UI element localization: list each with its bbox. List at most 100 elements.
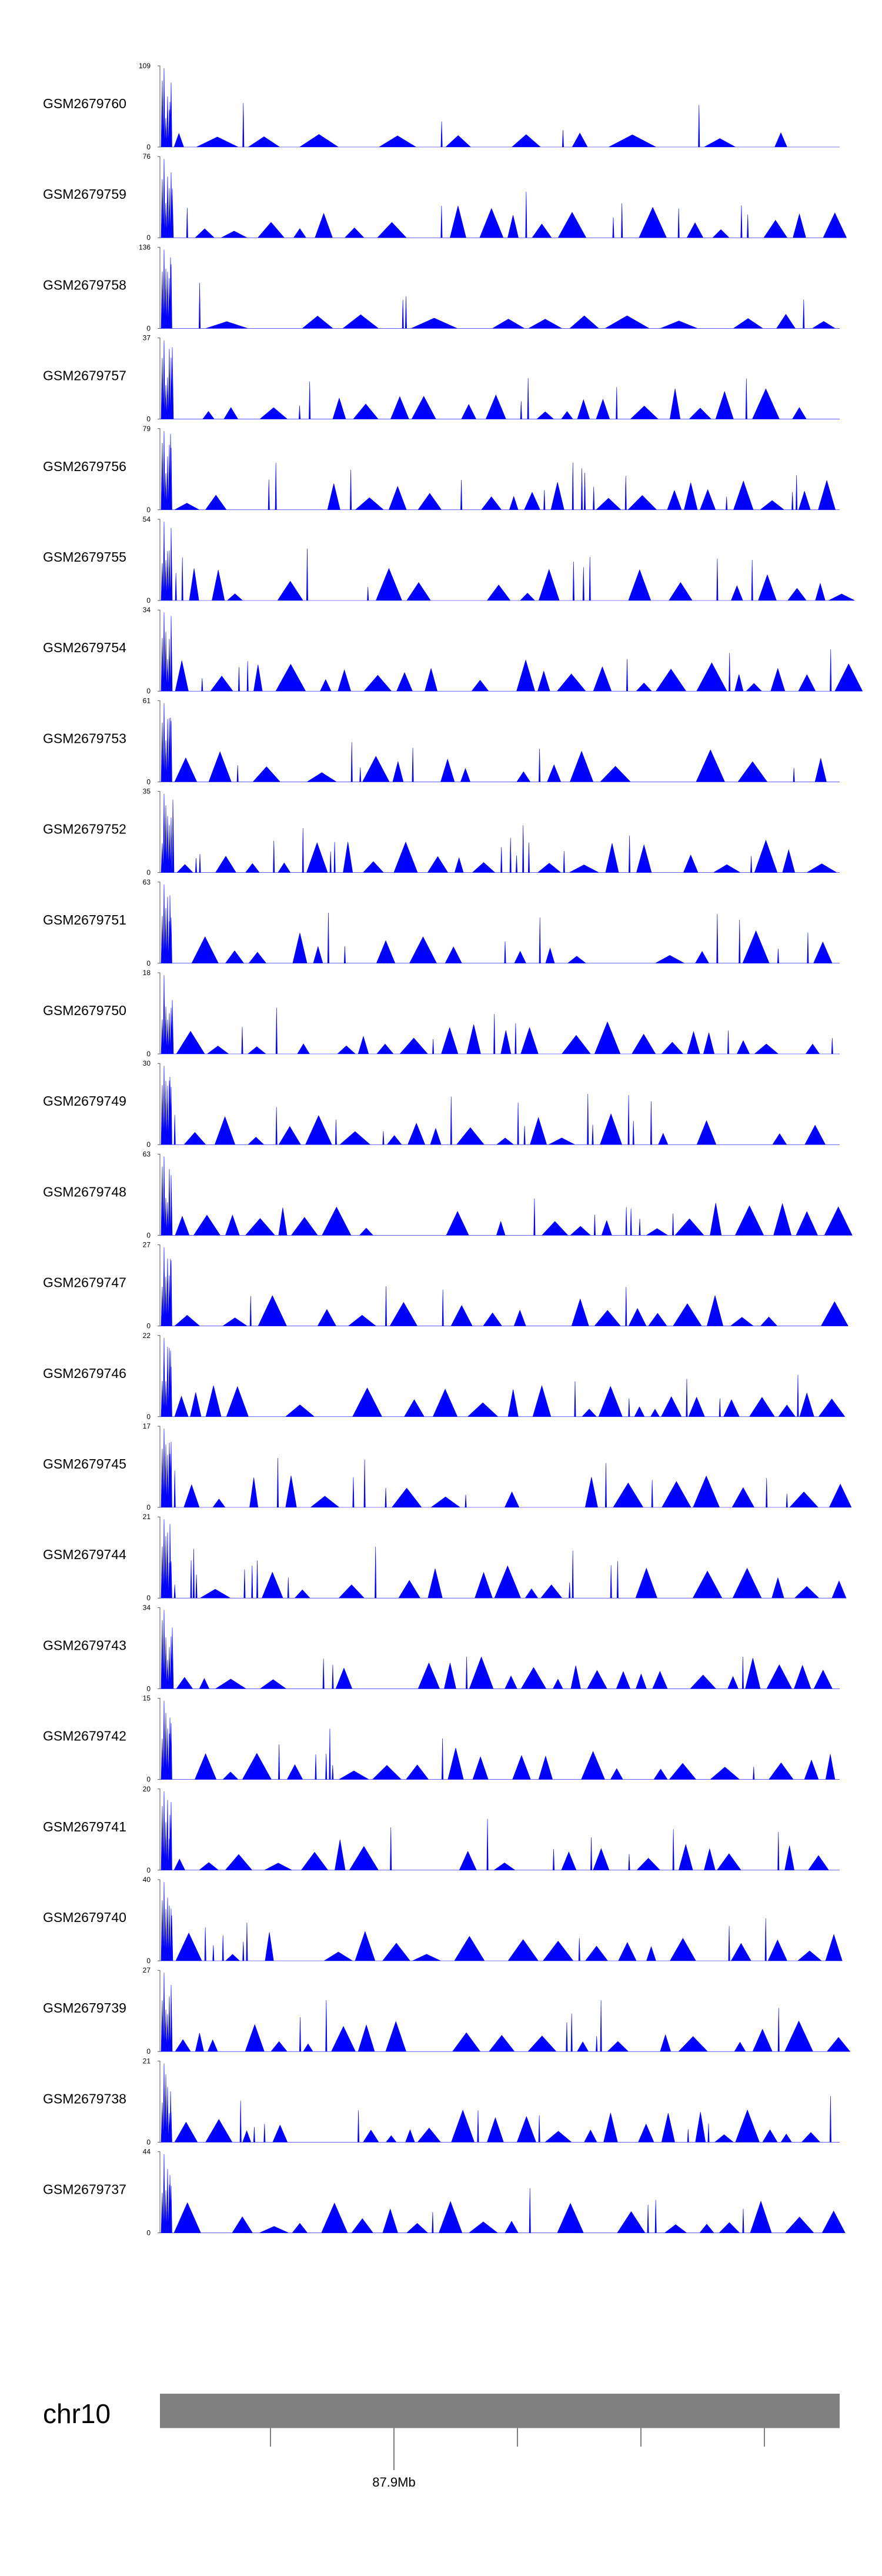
y-min-label: 0 [146, 687, 151, 695]
track-label: GSM2679751 [43, 912, 126, 927]
track: GSM2679738 21 0 [43, 2057, 840, 2146]
track-label: GSM2679739 [43, 2000, 126, 2016]
track-label: GSM2679759 [43, 186, 126, 202]
track-axis [158, 156, 161, 238]
track-axis [158, 1153, 161, 1236]
track: GSM2679758 136 0 [43, 243, 840, 332]
track-axis [158, 2060, 161, 2143]
y-max-label: 54 [143, 515, 151, 523]
y-max-label: 20 [143, 1785, 151, 1793]
y-max-label: 76 [143, 152, 151, 161]
y-max-label: 61 [143, 696, 151, 705]
y-min-label: 0 [146, 1776, 151, 1784]
coverage-area [160, 249, 840, 329]
coverage-area [160, 612, 863, 692]
track-label: GSM2679757 [43, 368, 126, 383]
coverage-area [160, 1337, 846, 1417]
y-min-label: 0 [146, 1231, 151, 1239]
track-axis [158, 972, 161, 1055]
y-max-label: 21 [143, 1513, 151, 1521]
y-min-label: 0 [146, 1503, 151, 1511]
track-label: GSM2679749 [43, 1093, 126, 1109]
track-axis [158, 882, 161, 964]
coverage-area [160, 2063, 840, 2143]
y-min-label: 0 [146, 415, 151, 423]
y-max-label: 18 [143, 969, 151, 977]
coverage-area [160, 521, 855, 601]
coverage-area [160, 703, 840, 782]
y-min-label: 0 [146, 1866, 151, 1874]
track-axis [158, 428, 161, 510]
track: GSM2679753 61 0 [43, 696, 840, 786]
track-label: GSM2679746 [43, 1366, 126, 1381]
track-axis [158, 338, 161, 420]
y-max-label: 63 [143, 878, 151, 886]
track: GSM2679752 35 0 [43, 788, 840, 877]
track: GSM2679759 76 0 [43, 152, 847, 242]
coverage-area [160, 1156, 853, 1236]
track-label: GSM2679745 [43, 1456, 126, 1471]
coverage-area [160, 68, 840, 148]
coverage-area [160, 793, 840, 873]
y-min-label: 0 [146, 596, 151, 605]
track-label: GSM2679758 [43, 277, 126, 292]
coverage-area [160, 1881, 843, 1961]
track: GSM2679757 37 0 [43, 334, 840, 423]
track-axis [158, 1970, 161, 2052]
coverage-area [160, 975, 840, 1055]
coverage-area [160, 1428, 852, 1508]
track-label: GSM2679738 [43, 2091, 126, 2106]
track-axis [158, 1607, 161, 1689]
y-min-label: 0 [146, 143, 151, 151]
y-min-label: 0 [146, 324, 151, 332]
track-axis [158, 1879, 161, 1961]
y-min-label: 0 [146, 1322, 151, 1330]
coverage-area [160, 1519, 847, 1599]
track: GSM2679737 44 0 [43, 2148, 846, 2237]
track-label: GSM2679744 [43, 1547, 126, 1562]
coverage-area [160, 159, 847, 238]
coverage-area [160, 1066, 840, 1145]
track-axis [158, 65, 161, 148]
track: GSM2679755 54 0 [43, 515, 855, 605]
track-axis [158, 1426, 161, 1508]
coverage-area [160, 884, 840, 964]
track-label: GSM2679760 [43, 96, 126, 111]
coverage-area [160, 1247, 848, 1326]
coverage-tracks: GSM26797601090GSM2679759760GSM2679758136… [43, 62, 863, 2237]
y-max-label: 35 [143, 788, 151, 796]
track-label: GSM2679740 [43, 1910, 126, 1925]
y-min-label: 0 [146, 506, 151, 514]
track-axis [158, 609, 161, 692]
chromosome-bar [160, 2394, 840, 2428]
track-axis [158, 1244, 161, 1327]
track-label: GSM2679756 [43, 459, 126, 474]
track-axis [158, 2151, 161, 2234]
y-min-label: 0 [146, 1957, 151, 1965]
y-max-label: 27 [143, 1966, 151, 1974]
y-max-label: 40 [143, 1876, 151, 1884]
track-label: GSM2679742 [43, 1729, 126, 1744]
chromosome-label: chr10 [43, 2398, 111, 2429]
track: GSM2679748 63 0 [43, 1150, 853, 1239]
coverage-area [160, 431, 840, 510]
track-axis [158, 519, 161, 601]
track: GSM2679747 27 0 [43, 1241, 848, 1330]
track-label: GSM2679737 [43, 2182, 126, 2197]
y-max-label: 136 [139, 243, 151, 251]
track: GSM2679754 34 0 [43, 606, 863, 695]
track-label: GSM2679754 [43, 640, 126, 655]
position-axis: 87.9Mb [160, 2427, 840, 2490]
track: GSM2679743 34 0 [43, 1603, 840, 1693]
y-max-label: 30 [143, 1059, 151, 1067]
y-max-label: 109 [139, 62, 151, 70]
y-max-label: 37 [143, 334, 151, 342]
track-axis [158, 1698, 161, 1780]
y-max-label: 79 [143, 425, 151, 433]
track: GSM2679740 40 0 [43, 1876, 843, 1965]
track-label: GSM2679752 [43, 822, 126, 837]
track-axis [158, 1788, 161, 1871]
y-max-label: 22 [143, 1332, 151, 1340]
track: GSM2679742 15 0 [43, 1694, 840, 1784]
y-max-label: 34 [143, 606, 151, 614]
